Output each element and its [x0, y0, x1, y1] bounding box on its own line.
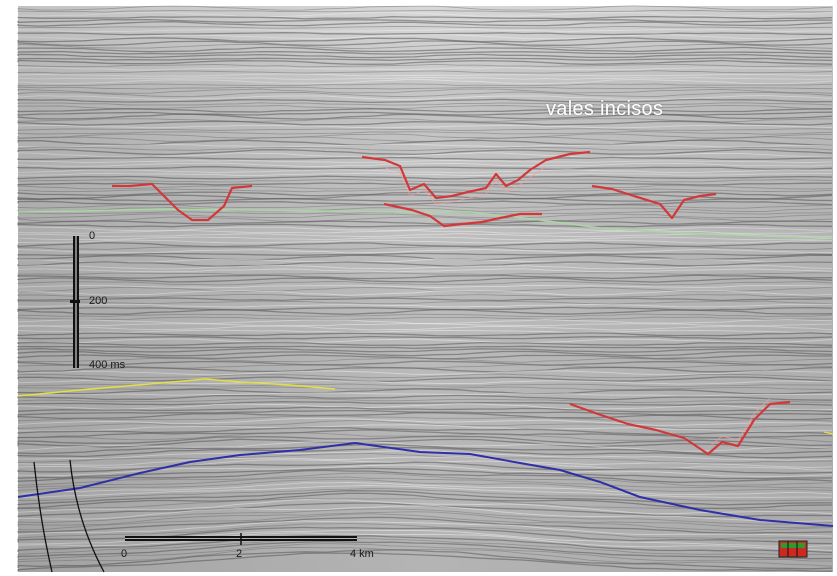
valley-3	[591, 184, 717, 220]
lower-horizon	[17, 441, 834, 527]
middle-horizon-stub	[823, 431, 834, 435]
middle-horizon	[17, 378, 336, 397]
incised-valleys-highlight	[385, 165, 771, 449]
incised-valleys	[112, 150, 791, 456]
valley-2-lower	[383, 202, 542, 228]
annotation-label: vales incisos	[546, 98, 664, 120]
valley-1	[112, 182, 253, 222]
valley-2-upper	[361, 150, 591, 200]
time-scale-label-400: 400 ms	[89, 359, 126, 371]
distance-scale-label-4: 4 km	[350, 548, 374, 560]
distance-scale-label-0: 0	[121, 548, 128, 560]
distance-scale-label-2: 2	[236, 548, 243, 560]
time-scale-label-200: 200	[89, 295, 108, 307]
distance-scale-bar	[125, 533, 357, 545]
time-scale-bar	[70, 236, 80, 368]
fault-2	[69, 459, 105, 573]
faults	[33, 459, 105, 573]
fault-1	[33, 461, 53, 573]
time-scale-label-0: 0	[89, 230, 96, 242]
valley-4	[569, 400, 791, 456]
upper-horizon	[17, 208, 834, 239]
color-swatch-icon	[778, 540, 808, 558]
